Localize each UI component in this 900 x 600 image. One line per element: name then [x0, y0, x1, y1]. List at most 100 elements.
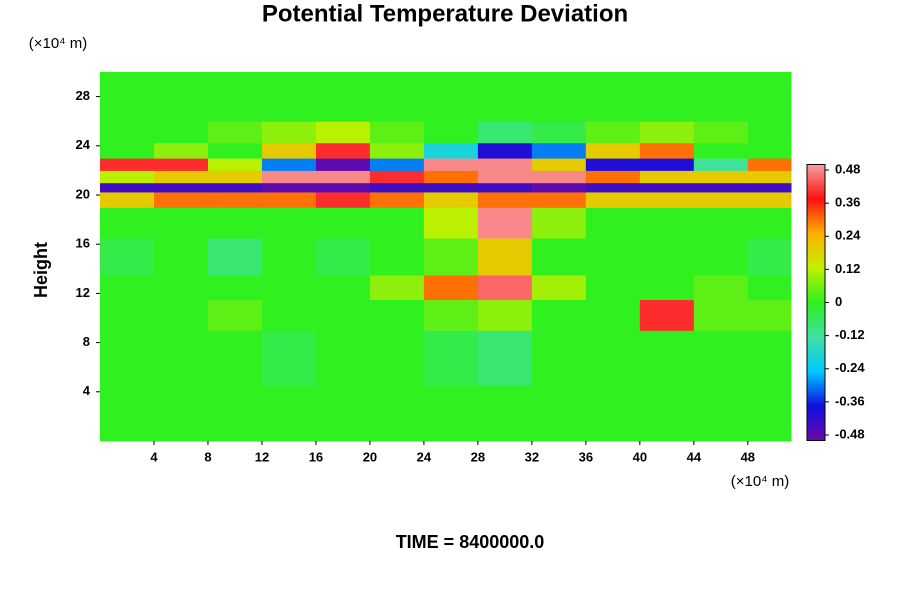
heat-cell	[369, 207, 425, 239]
heat-cell	[639, 274, 695, 301]
y-unit: (×10⁴ m)	[29, 35, 88, 52]
x-tick-label: 28	[471, 449, 485, 464]
heat-cell	[261, 385, 317, 442]
heat-cell	[585, 238, 641, 276]
heat-cell	[531, 182, 587, 193]
x-tick-label: 48	[741, 449, 755, 464]
heat-cell	[261, 330, 317, 387]
x-tick-label: 24	[417, 449, 432, 464]
heat-cell	[585, 274, 641, 301]
heat-cell	[477, 72, 533, 98]
x-tick-label: 36	[579, 449, 593, 464]
heat-cell	[477, 385, 533, 442]
heat-cell	[100, 330, 155, 387]
heat-cell	[639, 96, 695, 122]
heat-cell	[369, 330, 425, 387]
heat-cell	[639, 207, 695, 239]
heat-cell	[477, 158, 533, 171]
heat-cell	[423, 182, 479, 193]
x-tick-label: 4	[150, 449, 158, 464]
heat-cell	[153, 238, 209, 276]
heat-cell	[153, 121, 209, 144]
heat-cell	[100, 96, 155, 122]
colorbar	[806, 164, 826, 441]
heat-cell	[100, 299, 155, 331]
heat-cell	[369, 170, 425, 184]
y-tick-label: 24	[76, 137, 91, 152]
heat-cell	[423, 330, 479, 387]
y-tick-label: 8	[83, 334, 90, 349]
heat-cell	[531, 238, 587, 276]
heat-cell	[585, 385, 641, 442]
heat-cell	[100, 385, 155, 442]
heat-cell	[153, 96, 209, 122]
heat-cell	[315, 182, 371, 193]
colorbar-tick-label: 0.48	[835, 161, 860, 176]
heat-cell	[639, 142, 695, 159]
heat-cell	[531, 158, 587, 171]
heat-cell	[369, 182, 425, 193]
colorbar-tick-label: 0	[835, 294, 842, 309]
heat-cell	[100, 158, 155, 171]
heat-cell	[207, 170, 263, 184]
heat-cell	[531, 72, 587, 98]
y-tick-label: 16	[76, 236, 90, 251]
heat-cell	[693, 274, 749, 301]
heat-cell	[100, 121, 155, 144]
heat-cell	[423, 385, 479, 442]
heat-cell	[315, 142, 371, 159]
heat-cell	[747, 274, 792, 301]
heat-cell	[531, 207, 587, 239]
heat-cell	[477, 330, 533, 387]
heat-cell	[153, 274, 209, 301]
heat-cell	[369, 385, 425, 442]
heat-cell	[693, 142, 749, 159]
heat-cell	[207, 385, 263, 442]
heat-cell	[423, 96, 479, 122]
heat-cell	[369, 274, 425, 301]
colorbar-tick-label: -0.48	[835, 426, 865, 441]
heat-cell	[369, 158, 425, 171]
heat-cell	[261, 191, 317, 208]
heat-cell	[261, 121, 317, 144]
heat-cell	[315, 330, 371, 387]
heat-cell	[100, 142, 155, 159]
heat-cell	[477, 238, 533, 276]
heat-cell	[531, 385, 587, 442]
heat-cell	[423, 158, 479, 171]
heat-cell	[423, 142, 479, 159]
heat-cell	[207, 330, 263, 387]
x-tick-label: 40	[633, 449, 647, 464]
heat-cell	[531, 170, 587, 184]
heat-cell	[693, 385, 749, 442]
x-tick-label: 44	[687, 449, 702, 464]
heat-cell	[477, 121, 533, 144]
heat-cell	[153, 182, 209, 193]
heat-cell	[477, 142, 533, 159]
heat-cell	[423, 72, 479, 98]
heat-cell	[639, 385, 695, 442]
heat-cell	[261, 72, 317, 98]
heat-cell	[639, 238, 695, 276]
heat-cell	[261, 96, 317, 122]
chart-title: Potential Temperature Deviation	[262, 0, 628, 27]
heat-cell	[207, 72, 263, 98]
heat-cell	[639, 170, 695, 184]
heat-cell	[261, 182, 317, 193]
heat-cell	[369, 238, 425, 276]
colorbar-tick-label: 0.36	[835, 195, 860, 210]
heat-cell	[531, 330, 587, 387]
heat-cell	[585, 330, 641, 387]
heat-cell	[639, 158, 695, 171]
heat-cell	[315, 170, 371, 184]
colorbar-tick-label: -0.12	[835, 327, 865, 342]
heat-cell	[747, 238, 792, 276]
heat-cell	[693, 191, 749, 208]
heat-cell	[639, 121, 695, 144]
heat-cell	[261, 299, 317, 331]
heat-cell	[153, 158, 209, 171]
heat-cell	[531, 191, 587, 208]
heat-cell	[693, 121, 749, 144]
x-tick-label: 20	[363, 449, 377, 464]
heat-cell	[423, 274, 479, 301]
